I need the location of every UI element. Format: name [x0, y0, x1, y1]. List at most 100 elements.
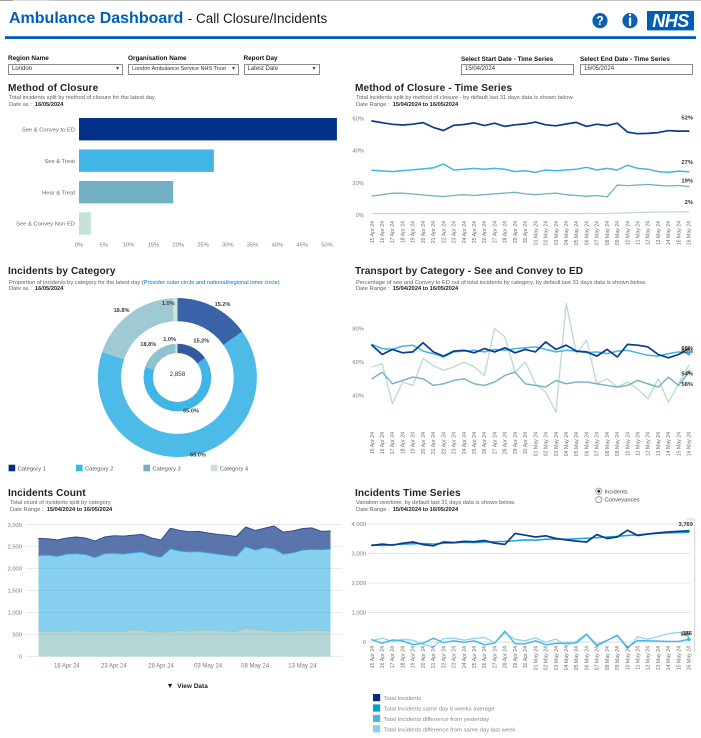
svg-text:03 May 24: 03 May 24 — [194, 663, 223, 669]
svg-text:24 Apr 24: 24 Apr 24 — [462, 646, 468, 668]
svg-text:12 May 24: 12 May 24 — [646, 646, 652, 670]
svg-text:16 May 24: 16 May 24 — [687, 432, 693, 456]
svg-text:28 Apr 24: 28 Apr 24 — [148, 663, 174, 669]
svg-text:18 Apr 24: 18 Apr 24 — [54, 663, 80, 669]
svg-text:05 May 24: 05 May 24 — [574, 432, 580, 456]
svg-text:0: 0 — [19, 654, 22, 660]
svg-text:17 Apr 24: 17 Apr 24 — [390, 221, 396, 243]
svg-text:20%: 20% — [172, 243, 184, 249]
svg-text:19%: 19% — [681, 179, 693, 185]
svg-text:16 Apr 24: 16 Apr 24 — [380, 432, 386, 454]
svg-text:26 Apr 24: 26 Apr 24 — [482, 221, 488, 243]
svg-text:18 Apr 24: 18 Apr 24 — [401, 432, 407, 454]
svg-text:16 Apr 24: 16 Apr 24 — [380, 221, 386, 243]
svg-text:27 Apr 24: 27 Apr 24 — [492, 646, 498, 668]
svg-text:25%: 25% — [197, 243, 209, 249]
svg-text:Category 4: Category 4 — [220, 466, 249, 472]
svg-text:Category 3: Category 3 — [152, 466, 180, 472]
svg-text:65.0%: 65.0% — [183, 409, 199, 415]
svg-text:16 May 24: 16 May 24 — [687, 646, 693, 670]
svg-text:03 May 24: 03 May 24 — [554, 432, 560, 456]
svg-text:See & Treat: See & Treat — [44, 159, 75, 165]
svg-text:12 May 24: 12 May 24 — [646, 432, 652, 456]
svg-text:54%: 54% — [681, 372, 693, 378]
svg-text:17 Apr 24: 17 Apr 24 — [390, 432, 396, 454]
svg-text:65%: 65% — [681, 349, 693, 355]
svg-text:13 May 24: 13 May 24 — [288, 663, 317, 669]
svg-text:29 Apr 24: 29 Apr 24 — [513, 432, 519, 454]
svg-text:30%: 30% — [222, 243, 234, 249]
svg-text:01 May 24: 01 May 24 — [533, 646, 539, 670]
svg-text:08 May 24: 08 May 24 — [605, 432, 611, 456]
svg-text:28 Apr 24: 28 Apr 24 — [503, 432, 509, 454]
svg-text:13 May 24: 13 May 24 — [656, 646, 662, 670]
svg-text:15 Apr 24: 15 Apr 24 — [370, 432, 376, 454]
svg-text:15 Apr 24: 15 Apr 24 — [370, 221, 376, 243]
svg-text:Total Incidents difference fro: Total Incidents difference from yesterda… — [384, 717, 490, 723]
svg-text:24 Apr 24: 24 Apr 24 — [462, 432, 468, 454]
svg-text:2,858: 2,858 — [170, 371, 186, 378]
svg-text:500: 500 — [12, 633, 22, 639]
svg-text:18 Apr 24: 18 Apr 24 — [401, 221, 407, 243]
svg-text:06 May 24: 06 May 24 — [584, 221, 590, 245]
svg-text:Total Incidents: Total Incidents — [384, 696, 422, 702]
svg-text:30 Apr 24: 30 Apr 24 — [523, 432, 529, 454]
svg-text:40%: 40% — [352, 394, 364, 400]
svg-text:21 Apr 24: 21 Apr 24 — [431, 221, 437, 243]
svg-text:18.8%: 18.8% — [114, 308, 130, 314]
svg-text:3,000: 3,000 — [351, 552, 366, 558]
svg-text:60%: 60% — [352, 116, 364, 122]
svg-text:10 May 24: 10 May 24 — [625, 646, 631, 670]
svg-text:28 Apr 24: 28 Apr 24 — [503, 646, 509, 668]
svg-text:20%: 20% — [352, 181, 364, 187]
svg-text:06 May 24: 06 May 24 — [584, 432, 590, 456]
svg-text:30 Apr 24: 30 Apr 24 — [523, 221, 529, 243]
svg-text:?: ? — [596, 14, 604, 28]
svg-text:52%: 52% — [681, 116, 693, 122]
svg-text:65.0%: 65.0% — [190, 453, 206, 459]
svg-text:02 May 24: 02 May 24 — [544, 646, 550, 670]
svg-text:See & Convey to ED: See & Convey to ED — [22, 127, 75, 133]
svg-text:17 Apr 24: 17 Apr 24 — [390, 646, 396, 668]
svg-text:Total Incidents same day 6 wee: Total Incidents same day 6 weeks average — [384, 707, 496, 713]
svg-text:27%: 27% — [681, 160, 693, 166]
svg-text:04 May 24: 04 May 24 — [564, 432, 570, 456]
svg-text:Conveyances: Conveyances — [605, 498, 640, 504]
svg-text:45%: 45% — [296, 243, 308, 249]
svg-text:14 May 24: 14 May 24 — [666, 646, 672, 670]
svg-text:58%: 58% — [681, 382, 693, 388]
svg-text:20 Apr 24: 20 Apr 24 — [421, 221, 427, 243]
svg-text:06 May 24: 06 May 24 — [584, 646, 590, 670]
svg-text:15 May 24: 15 May 24 — [676, 221, 682, 245]
svg-text:15 May 24: 15 May 24 — [676, 432, 682, 456]
svg-text:60%: 60% — [352, 360, 364, 366]
svg-text:25 Apr 24: 25 Apr 24 — [472, 432, 478, 454]
svg-text:2,500: 2,500 — [7, 545, 22, 551]
svg-text:2,000: 2,000 — [351, 581, 366, 587]
svg-text:166: 166 — [682, 631, 692, 637]
svg-text:03 May 24: 03 May 24 — [554, 221, 560, 245]
svg-text:15.2%: 15.2% — [215, 302, 231, 308]
svg-text:23 Apr 24: 23 Apr 24 — [101, 663, 127, 669]
svg-text:22 Apr 24: 22 Apr 24 — [441, 432, 447, 454]
svg-text:11 May 24: 11 May 24 — [636, 221, 642, 245]
svg-text:14 May 24: 14 May 24 — [666, 221, 672, 245]
svg-text:21 Apr 24: 21 Apr 24 — [431, 646, 437, 668]
svg-text:68%: 68% — [681, 346, 693, 352]
svg-text:16 Apr 24: 16 Apr 24 — [380, 646, 386, 668]
svg-text:23 Apr 24: 23 Apr 24 — [452, 432, 458, 454]
svg-text:28 Apr 24: 28 Apr 24 — [503, 221, 509, 243]
svg-text:25 Apr 24: 25 Apr 24 — [472, 221, 478, 243]
svg-text:1,000: 1,000 — [7, 611, 22, 617]
svg-text:4,000: 4,000 — [351, 522, 366, 528]
svg-text:27 Apr 24: 27 Apr 24 — [492, 221, 498, 243]
svg-text:1.0%: 1.0% — [163, 337, 176, 343]
svg-text:11 May 24: 11 May 24 — [636, 646, 642, 670]
svg-text:19 Apr 24: 19 Apr 24 — [411, 646, 417, 668]
svg-text:3,000: 3,000 — [7, 523, 22, 529]
svg-text:05 May 24: 05 May 24 — [574, 221, 580, 245]
svg-text:21 Apr 24: 21 Apr 24 — [431, 432, 437, 454]
svg-text:01 May 24: 01 May 24 — [533, 432, 539, 456]
svg-text:1.0%: 1.0% — [162, 301, 175, 307]
svg-text:16 May 24: 16 May 24 — [687, 221, 693, 245]
